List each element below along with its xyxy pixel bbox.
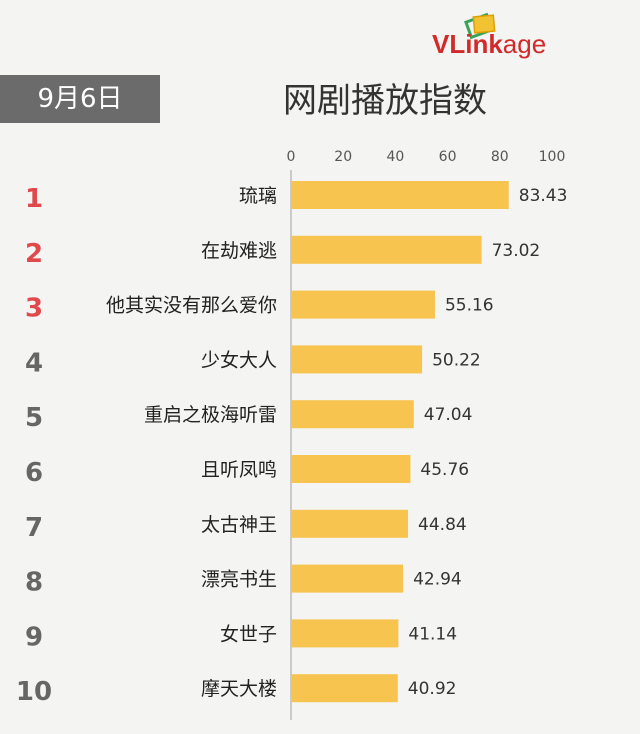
bar — [291, 455, 411, 483]
logo-text-light: age — [502, 29, 547, 59]
x-tick-label: 40 — [386, 149, 404, 165]
bar — [291, 345, 423, 374]
value-label: 41.14 — [408, 624, 457, 644]
date-badge: 9月6日 — [0, 75, 160, 123]
category-label: 且听凤鸣 — [201, 459, 277, 481]
category-label: 漂亮书生 — [201, 569, 277, 591]
value-label: 45.76 — [420, 460, 469, 480]
bar — [291, 564, 404, 593]
logo-text: VLinkage — [432, 29, 546, 60]
bar — [291, 509, 409, 538]
rank-number: 5 — [25, 403, 43, 433]
value-label: 44.84 — [418, 515, 467, 535]
value-label: 47.04 — [424, 405, 473, 425]
category-label: 琉璃 — [239, 185, 277, 207]
chart-title: 网剧播放指数 — [283, 81, 487, 121]
category-label: 他其实没有那么爱你 — [106, 295, 277, 317]
rank-number: 10 — [16, 677, 52, 707]
rank-number: 9 — [25, 622, 43, 652]
bar — [291, 290, 435, 319]
value-label: 42.94 — [413, 570, 462, 590]
logo-mark-icon — [464, 12, 496, 40]
category-label: 在劫难逃 — [201, 240, 277, 262]
rank-number: 8 — [25, 568, 43, 598]
category-label: 重启之极海听雷 — [144, 404, 277, 426]
value-label: 50.22 — [432, 350, 481, 370]
value-label: 73.02 — [492, 241, 541, 261]
rank-number: 3 — [25, 294, 43, 324]
category-label: 少女大人 — [201, 349, 277, 371]
vlinkage-logo: VLinkage — [432, 12, 622, 62]
rank-number: 2 — [25, 239, 43, 269]
rank-number: 7 — [25, 513, 43, 543]
value-label: 40.92 — [408, 679, 457, 699]
x-tick-label: 20 — [334, 149, 352, 165]
rank-number: 6 — [25, 458, 43, 488]
x-tick-label: 60 — [439, 149, 457, 165]
x-tick-label: 100 — [539, 149, 566, 165]
x-tick-label: 0 — [287, 149, 296, 165]
bar — [291, 619, 399, 648]
category-label: 女世子 — [220, 623, 277, 645]
value-label: 55.16 — [445, 296, 494, 316]
bar — [291, 674, 398, 703]
rank-number: 4 — [25, 348, 43, 378]
bar — [291, 235, 482, 264]
x-tick-label: 80 — [491, 149, 509, 165]
category-label: 摩天大楼 — [201, 678, 277, 700]
category-label: 太古神王 — [201, 514, 277, 536]
logo-text-bold: VLink — [432, 29, 503, 59]
value-label: 83.43 — [519, 186, 568, 206]
bar — [291, 400, 414, 429]
bar — [291, 181, 509, 209]
rank-number: 1 — [25, 184, 43, 214]
